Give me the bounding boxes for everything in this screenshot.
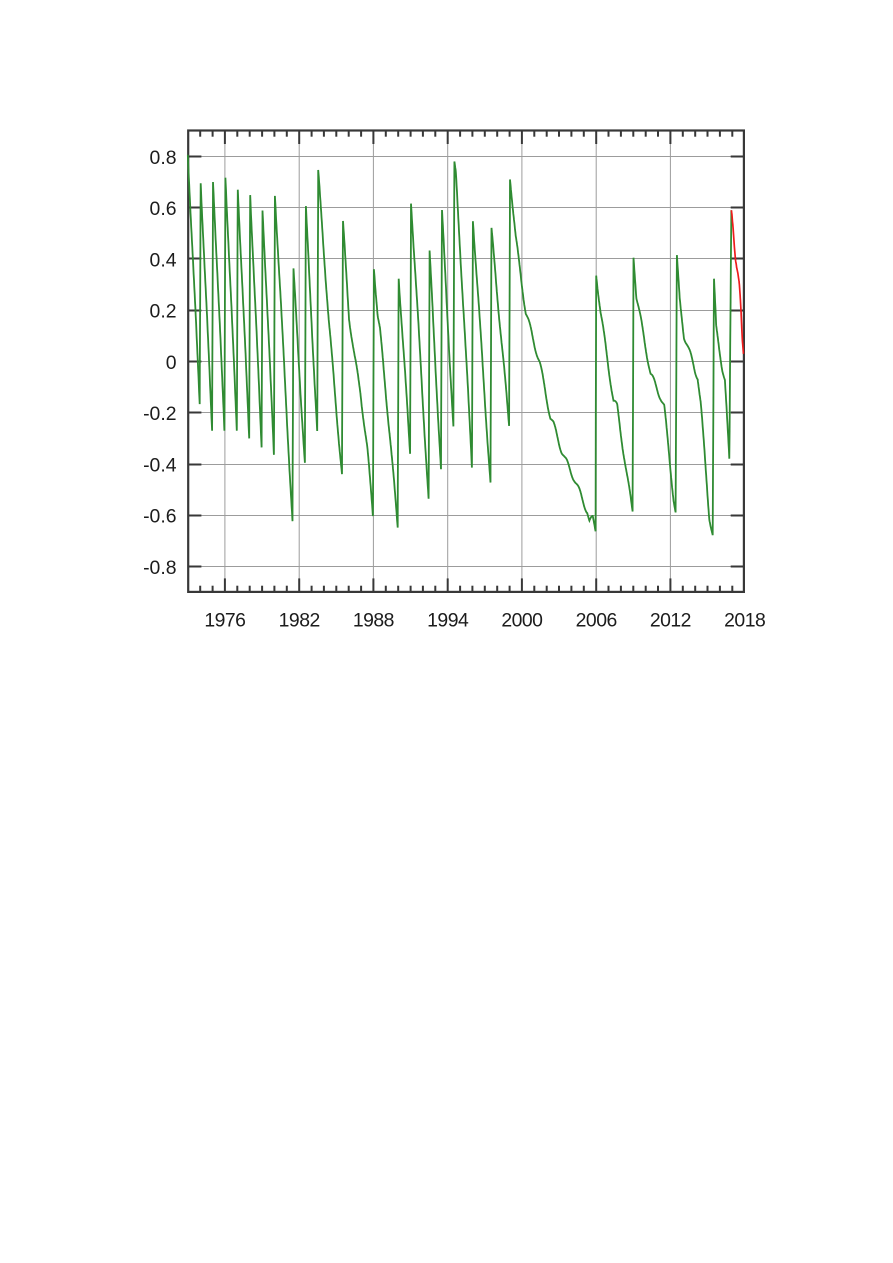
svg-text:1976: 1976 bbox=[204, 610, 245, 632]
svg-text:2000: 2000 bbox=[501, 610, 543, 632]
svg-text:1982: 1982 bbox=[279, 610, 320, 632]
svg-text:-0.6: -0.6 bbox=[143, 506, 176, 528]
svg-text:-0.4: -0.4 bbox=[143, 455, 177, 477]
svg-text:-0.2: -0.2 bbox=[143, 403, 176, 425]
svg-text:0.4: 0.4 bbox=[150, 249, 177, 271]
svg-text:2006: 2006 bbox=[576, 610, 617, 632]
svg-text:0.6: 0.6 bbox=[150, 198, 177, 220]
svg-text:1988: 1988 bbox=[353, 610, 394, 632]
svg-text:0: 0 bbox=[166, 352, 177, 374]
svg-text:0.8: 0.8 bbox=[150, 147, 177, 169]
svg-text:0.2: 0.2 bbox=[150, 301, 177, 323]
svg-text:1994: 1994 bbox=[427, 610, 469, 632]
svg-text:-0.8: -0.8 bbox=[143, 557, 176, 579]
svg-text:2012: 2012 bbox=[650, 610, 691, 632]
svg-text:2018: 2018 bbox=[724, 610, 765, 632]
